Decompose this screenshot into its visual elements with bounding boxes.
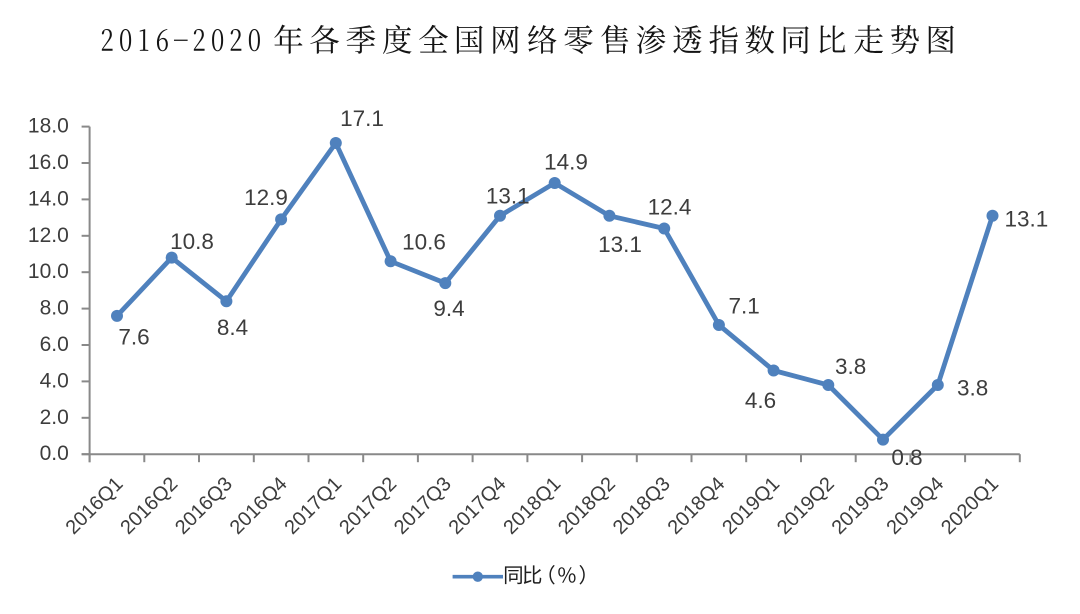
svg-text:9.4: 9.4: [433, 296, 464, 321]
svg-text:8.4: 8.4: [217, 315, 248, 340]
svg-text:7.1: 7.1: [729, 294, 760, 319]
svg-text:4.0: 4.0: [40, 369, 69, 392]
svg-text:0.0: 0.0: [40, 442, 69, 465]
svg-text:4.6: 4.6: [745, 388, 776, 413]
svg-text:14.9: 14.9: [544, 150, 588, 175]
svg-text:16.0: 16.0: [28, 151, 69, 174]
svg-text:13.1: 13.1: [1005, 207, 1049, 232]
svg-text:6.0: 6.0: [40, 333, 69, 356]
svg-text:10.8: 10.8: [170, 229, 214, 254]
svg-text:3.8: 3.8: [957, 375, 988, 400]
svg-text:10.6: 10.6: [402, 230, 446, 255]
svg-text:0.8: 0.8: [891, 445, 922, 470]
svg-text:8.0: 8.0: [40, 297, 69, 320]
svg-text:14.0: 14.0: [28, 187, 69, 210]
svg-text:3.8: 3.8: [835, 354, 866, 379]
svg-text:17.1: 17.1: [340, 106, 384, 131]
svg-text:10.0: 10.0: [28, 260, 69, 283]
svg-text:2.0: 2.0: [40, 406, 69, 429]
svg-text:12.0: 12.0: [28, 224, 69, 247]
svg-text:7.6: 7.6: [118, 324, 149, 349]
svg-text:13.1: 13.1: [598, 232, 642, 257]
svg-text:13.1: 13.1: [486, 183, 530, 208]
svg-text:12.9: 12.9: [244, 185, 288, 210]
svg-text:18.0: 18.0: [28, 115, 69, 138]
svg-text:12.4: 12.4: [648, 194, 692, 219]
